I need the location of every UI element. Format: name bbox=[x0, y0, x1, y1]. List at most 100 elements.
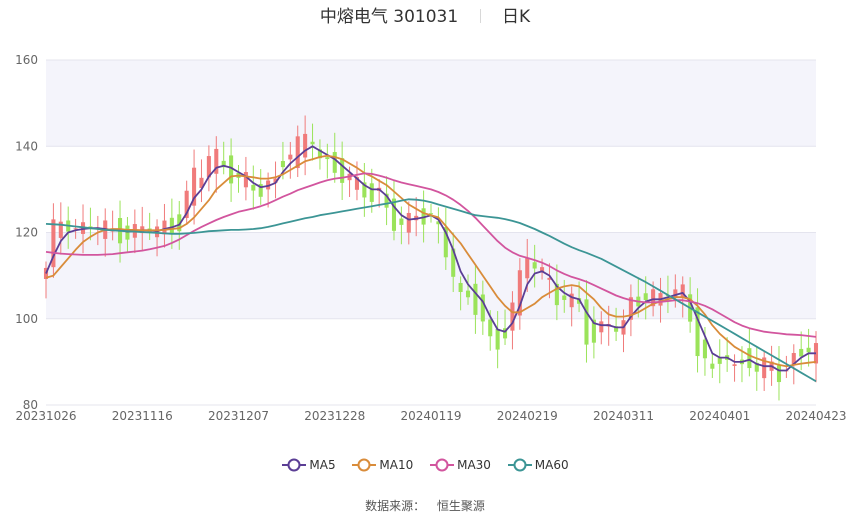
candle-body bbox=[503, 328, 508, 339]
candle-body bbox=[332, 152, 337, 173]
candle-body bbox=[614, 326, 619, 332]
candle-body bbox=[384, 193, 389, 208]
candle-body bbox=[354, 177, 359, 190]
candle-body bbox=[391, 198, 397, 231]
candle-body bbox=[451, 248, 456, 277]
legend-label-ma30: MA30 bbox=[457, 458, 491, 472]
candle-body bbox=[562, 295, 567, 300]
candle-body bbox=[303, 133, 308, 158]
candle-body bbox=[399, 218, 404, 225]
candle-body bbox=[421, 208, 426, 225]
y-tick-label: 140 bbox=[15, 139, 38, 153]
candle-body bbox=[480, 294, 485, 322]
candle-body bbox=[776, 365, 782, 383]
candle-body bbox=[702, 339, 707, 359]
candle-body bbox=[199, 177, 204, 188]
chart-legend: MA5 MA10 MA30 MA60 bbox=[0, 458, 850, 472]
source-name: 恒生聚源 bbox=[436, 499, 485, 513]
candle-body bbox=[162, 220, 167, 235]
series-line-ma30 bbox=[45, 172, 817, 338]
x-tick-label: 20240423 bbox=[785, 409, 846, 423]
candle-body bbox=[732, 364, 737, 366]
candle-body bbox=[762, 357, 767, 379]
candle-body bbox=[591, 319, 596, 343]
candle-body bbox=[532, 262, 537, 269]
candle-body bbox=[806, 347, 811, 353]
candle-body bbox=[243, 172, 248, 188]
candle-body bbox=[317, 149, 322, 159]
x-tick-label: 20231207 bbox=[208, 409, 269, 423]
candle-body bbox=[273, 178, 278, 183]
y-tick-label: 120 bbox=[15, 226, 38, 240]
legend-marker-ma30 bbox=[430, 458, 455, 472]
candle-body bbox=[628, 297, 633, 320]
candle-body bbox=[214, 148, 219, 174]
candle-body bbox=[125, 225, 130, 240]
grid-band bbox=[46, 232, 816, 319]
legend-item-ma10[interactable]: MA10 bbox=[351, 458, 413, 472]
candle-body bbox=[495, 328, 500, 350]
candle-body bbox=[258, 184, 263, 197]
candle-body bbox=[517, 270, 522, 316]
candle-body bbox=[369, 183, 374, 202]
chart-canvas: 80 100 120 140 160 20231026 20231116 20231207 20… bbox=[15, 53, 846, 423]
x-tick-label: 20231116 bbox=[112, 409, 173, 423]
candle-body bbox=[510, 302, 515, 331]
x-tick-label: 20240119 bbox=[400, 409, 461, 423]
candle-body bbox=[488, 319, 493, 337]
x-tick-label: 20231228 bbox=[304, 409, 365, 423]
candle-body bbox=[540, 267, 545, 273]
title-separator bbox=[479, 9, 481, 23]
candle-body bbox=[680, 284, 685, 299]
candle-body bbox=[695, 307, 700, 357]
candle-body bbox=[584, 299, 589, 345]
legend-marker-ma10 bbox=[352, 458, 377, 472]
candle-body bbox=[747, 348, 752, 369]
candle-body bbox=[465, 290, 471, 298]
candle-body bbox=[229, 155, 234, 184]
candle-body bbox=[310, 141, 315, 145]
candle-body bbox=[599, 321, 604, 333]
candle-body bbox=[51, 219, 56, 268]
series-line-ma10 bbox=[45, 154, 817, 368]
legend-marker-ma60 bbox=[507, 458, 532, 472]
candle-body bbox=[525, 257, 530, 279]
candle-body bbox=[184, 190, 189, 218]
candle-body bbox=[569, 293, 574, 308]
legend-marker-ma5 bbox=[282, 458, 307, 472]
y-tick-label: 160 bbox=[15, 53, 38, 67]
x-tick-label: 20231026 bbox=[15, 409, 76, 423]
candle-body bbox=[458, 282, 463, 293]
series-line-ma60 bbox=[45, 198, 817, 383]
data-source: 数据来源： 恒生聚源 bbox=[0, 497, 850, 514]
candle-body bbox=[473, 283, 478, 315]
legend-item-ma5[interactable]: MA5 bbox=[281, 458, 336, 472]
candle-body bbox=[791, 353, 796, 366]
legend-item-ma60[interactable]: MA60 bbox=[507, 458, 569, 472]
x-tick-label: 20240311 bbox=[593, 409, 654, 423]
chart-title: 中熔电气 301031 日K bbox=[0, 4, 850, 30]
candle-body bbox=[206, 156, 211, 178]
candle-body bbox=[221, 160, 226, 168]
candle-body bbox=[362, 182, 367, 198]
candle-body bbox=[288, 154, 293, 160]
stock-code: 301031 bbox=[393, 7, 459, 27]
candle-body bbox=[325, 157, 330, 160]
legend-item-ma30[interactable]: MA30 bbox=[429, 458, 491, 472]
candle-body bbox=[58, 221, 63, 238]
x-tick-label: 20240219 bbox=[497, 409, 558, 423]
candle-body bbox=[710, 363, 715, 369]
candle-body bbox=[280, 160, 285, 168]
stock-name: 中熔电气 bbox=[319, 7, 388, 27]
candle-body bbox=[177, 214, 182, 232]
source-label: 数据来源： bbox=[365, 499, 426, 513]
legend-label-ma60: MA60 bbox=[534, 458, 569, 472]
candle-body bbox=[192, 167, 197, 206]
candle-body bbox=[651, 289, 656, 307]
candle-body bbox=[799, 348, 804, 357]
candle-body bbox=[643, 293, 648, 301]
legend-label-ma10: MA10 bbox=[379, 458, 414, 472]
candle-body bbox=[406, 212, 411, 233]
candle-body bbox=[169, 217, 174, 235]
legend-label-ma5: MA5 bbox=[309, 458, 336, 472]
